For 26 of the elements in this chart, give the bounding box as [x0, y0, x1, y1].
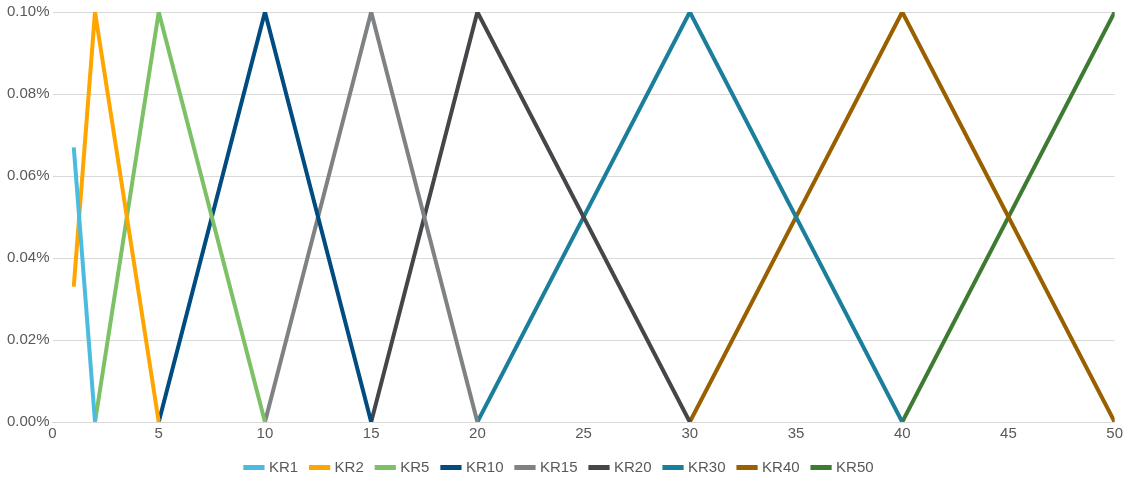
legend-label: KR15 — [539, 457, 578, 475]
y-tick-label: 0.08% — [6, 84, 50, 102]
legend-label: KR20 — [614, 457, 652, 475]
x-tick-label: 25 — [575, 424, 592, 442]
x-tick-label: 35 — [787, 424, 805, 442]
y-tick-label: 0.10% — [6, 2, 50, 20]
y-tick-label: 0.02% — [6, 330, 50, 348]
x-tick-label: 0 — [48, 424, 57, 442]
legend-label: KR10 — [465, 457, 504, 475]
x-tick-label: 50 — [1106, 424, 1123, 442]
x-tick-label: 15 — [362, 424, 380, 442]
x-tick-label: 30 — [681, 424, 699, 442]
legend-label: KR40 — [762, 457, 800, 475]
x-tick-label: 5 — [154, 424, 163, 442]
legend-label: KR2 — [334, 457, 364, 475]
x-tick-label: 45 — [1000, 424, 1017, 442]
y-tick-label: 0.04% — [6, 248, 50, 266]
y-tick-label: 0.06% — [6, 166, 50, 184]
legend-label: KR50 — [836, 457, 874, 475]
legend-label: KR1 — [268, 457, 299, 475]
legend-label: KR5 — [400, 457, 430, 475]
y-tick-label: 0.00% — [6, 412, 50, 430]
x-tick-label: 40 — [893, 424, 911, 442]
x-tick-label: 10 — [256, 424, 274, 442]
legend-label: KR30 — [688, 457, 726, 475]
x-tick-label: 20 — [469, 424, 486, 442]
